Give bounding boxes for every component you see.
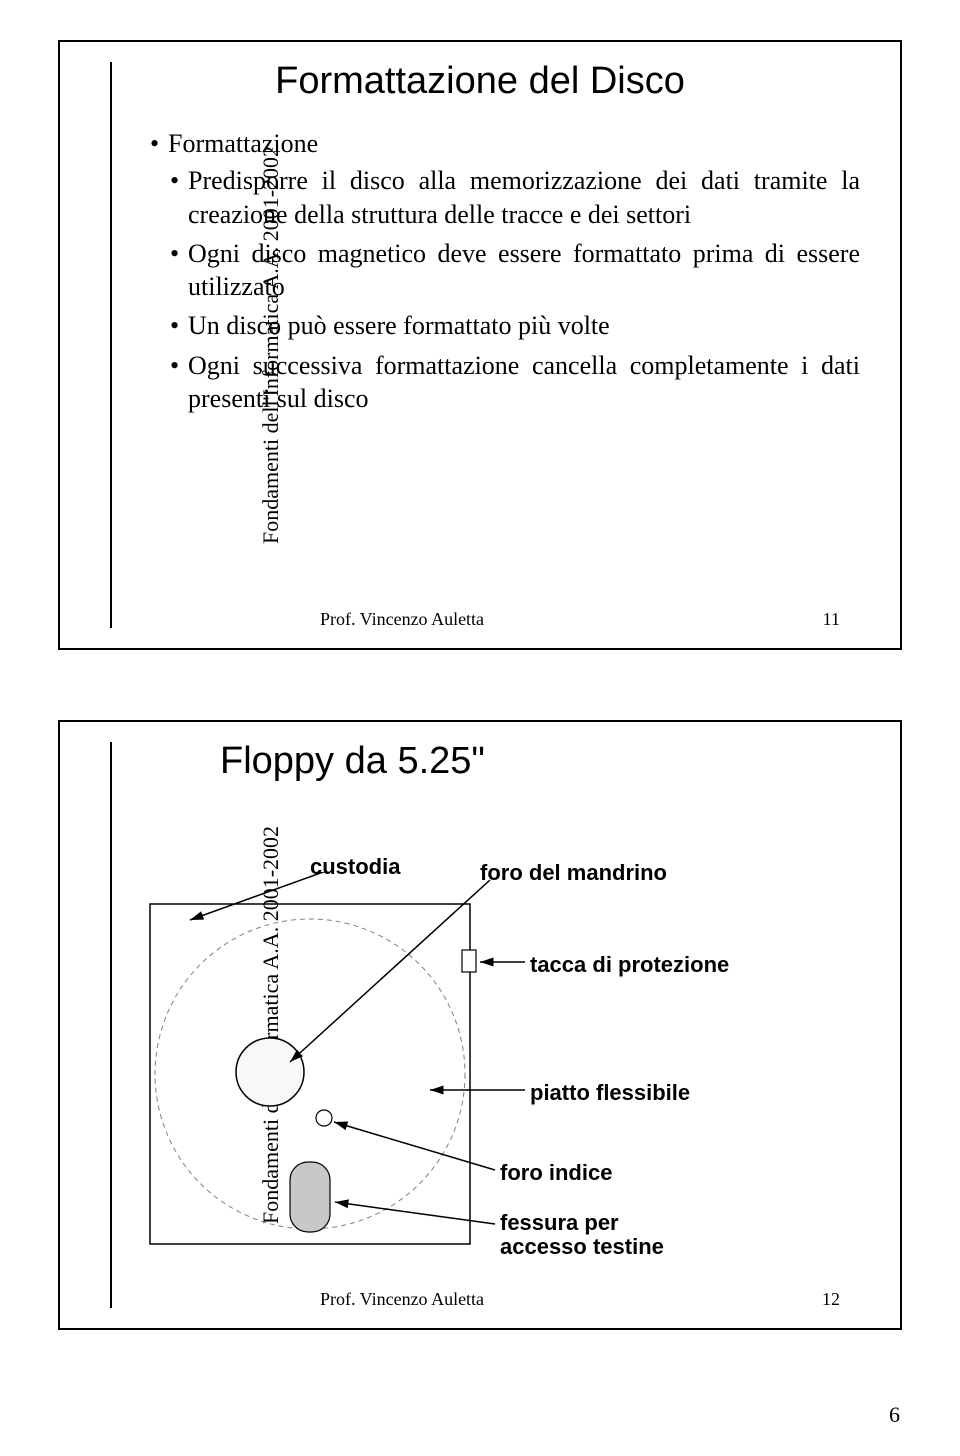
floppy-diagram: custodia foro del mandrino tacca di prot…	[130, 872, 870, 1292]
page-number: 6	[889, 1402, 900, 1428]
label-custodia: custodia	[310, 854, 400, 880]
bullet-l2: Un disco può essere formattato più volte	[150, 309, 860, 342]
slide1-footer: Prof. Vincenzo Auletta 11	[60, 609, 900, 630]
bullet-l2: Ogni successiva formattazione cancella c…	[150, 349, 860, 416]
label-fessura-2: accesso testine	[500, 1234, 664, 1260]
side-line	[110, 62, 112, 628]
label-tacca: tacca di protezione	[530, 952, 729, 978]
label-piatto: piatto flessibile	[530, 1080, 690, 1106]
footer-author: Prof. Vincenzo Auletta	[320, 609, 484, 630]
footer-page: 11	[823, 609, 840, 630]
slide1-title: Formattazione del Disco	[60, 60, 900, 103]
bullet-l2: Ogni disco magnetico deve essere formatt…	[150, 237, 860, 304]
bullet-l2: Predisporre il disco alla memorizzazione…	[150, 164, 860, 231]
label-foro-mandrino: foro del mandrino	[480, 860, 667, 886]
slide-2: Fondamenti dell'Informatica A.A. 2001-20…	[58, 720, 902, 1330]
footer-author: Prof. Vincenzo Auletta	[320, 1289, 484, 1310]
slide2-footer: Prof. Vincenzo Auletta 12	[60, 1289, 900, 1310]
side-line	[110, 742, 112, 1308]
label-fessura-1: fessura per	[500, 1210, 619, 1236]
slide1-content: Formattazione Predisporre il disco alla …	[60, 103, 900, 415]
bullet-l1: Formattazione	[150, 127, 860, 160]
label-foro-indice: foro indice	[500, 1160, 612, 1186]
slide-1: Fondamenti dell'Informatica A.A. 2001-20…	[58, 40, 902, 650]
footer-page: 12	[822, 1289, 840, 1310]
slide2-title: Floppy da 5.25"	[220, 740, 900, 783]
